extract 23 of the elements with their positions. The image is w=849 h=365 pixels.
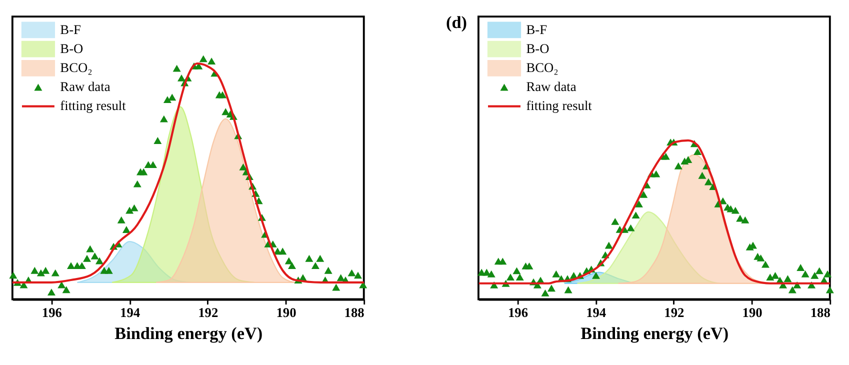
legend-label: B-F (60, 22, 81, 37)
x-tick-label: 190 (276, 304, 297, 320)
x-tick-label: 194 (120, 304, 140, 320)
legend-label: Raw data (60, 79, 110, 94)
legend-label: B-F (526, 22, 548, 37)
legend-label: BCO₂ (60, 60, 92, 75)
legend-label: fitting result (526, 98, 592, 114)
legend-label: B-O (60, 40, 84, 56)
legend-label: BCO₂ (526, 60, 558, 75)
x-tick-label: 196 (508, 304, 528, 320)
legend-label: fitting result (60, 98, 126, 114)
x-tick-label: 192 (664, 304, 685, 320)
legend-label: Raw data (526, 79, 576, 94)
legend-label: B-O (526, 40, 550, 56)
x-axis-title: Binding energy (eV) (114, 324, 263, 343)
x-tick-label: 196 (42, 304, 62, 320)
x-tick-label: 194 (586, 304, 606, 320)
x-tick-label: 188 (344, 304, 365, 320)
x-tick-label: 192 (198, 304, 218, 320)
x-axis-title: Binding energy (eV) (580, 324, 729, 343)
x-tick-label: 190 (742, 304, 763, 320)
text: (d) (446, 13, 467, 32)
x-tick-label: 188 (810, 304, 831, 320)
